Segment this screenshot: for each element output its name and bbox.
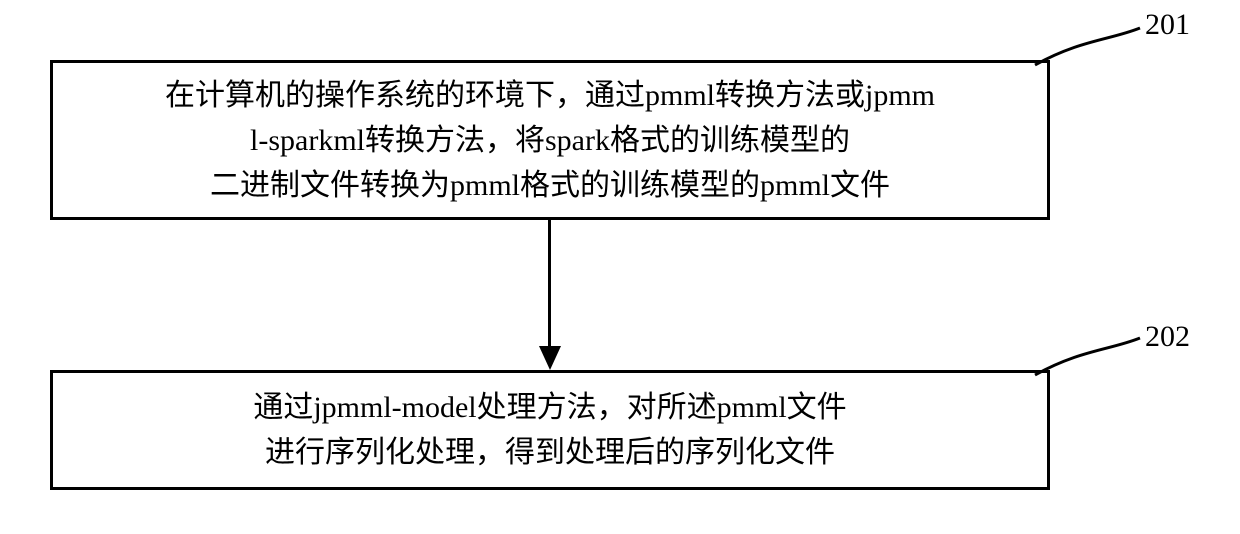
leader-lines (0, 0, 1240, 534)
leader-line-202 (1035, 338, 1140, 375)
flowchart-canvas: 在计算机的操作系统的环境下，通过pmml转换方法或jpmm l-sparkml转… (0, 0, 1240, 534)
arrow-shaft (548, 220, 551, 348)
arrow-head-icon (539, 346, 561, 370)
leader-line-201 (1035, 28, 1140, 65)
